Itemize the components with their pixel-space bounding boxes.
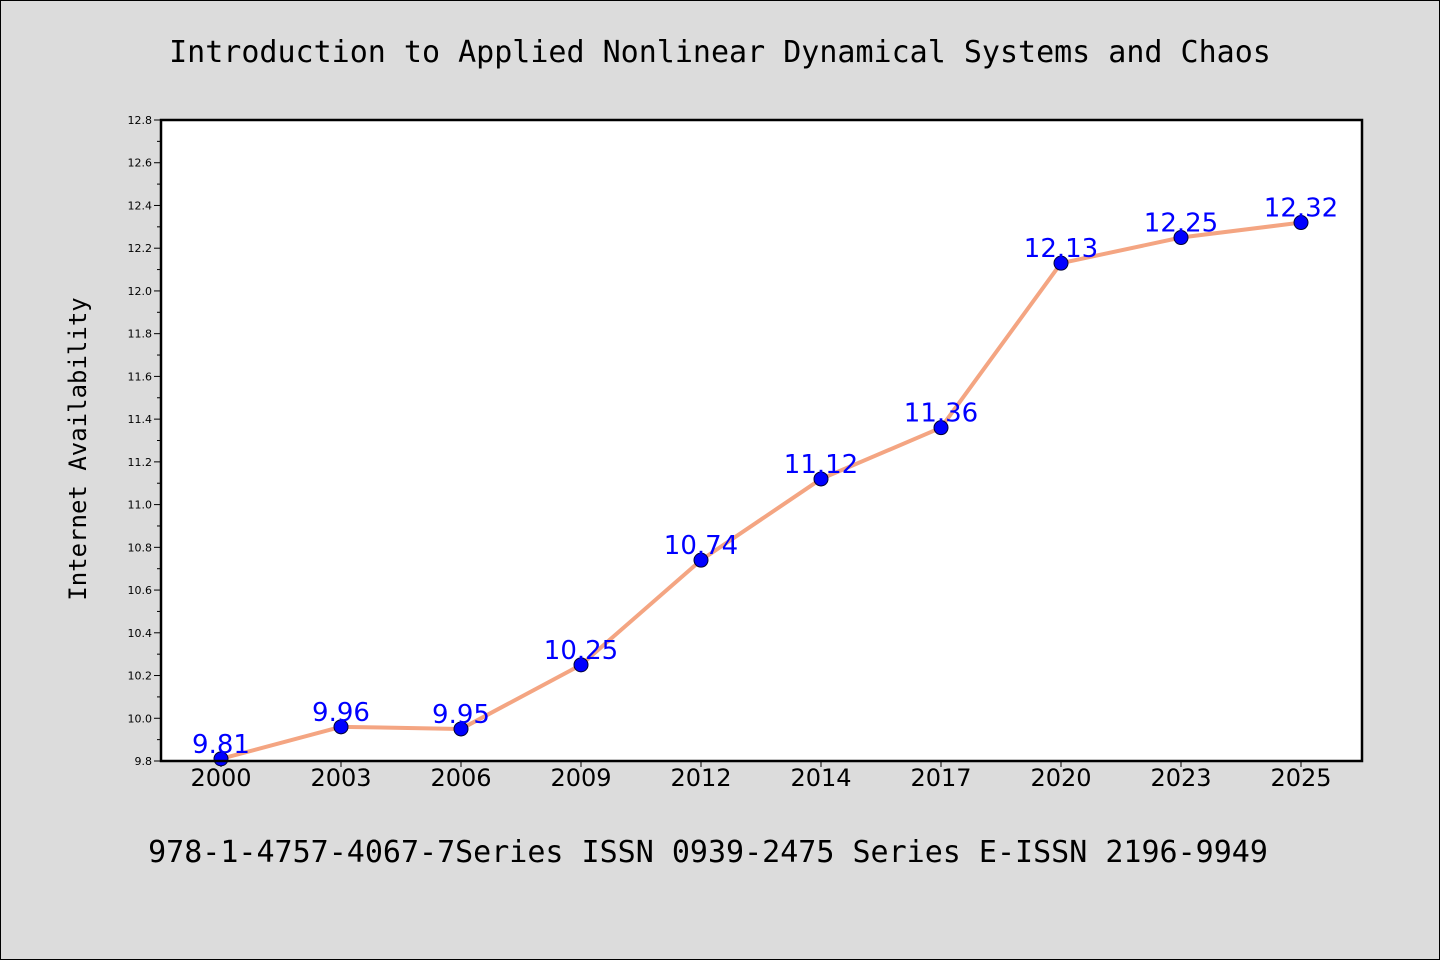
x-tick-label: 2000 bbox=[190, 764, 251, 792]
y-tick-label: 11.6 bbox=[128, 370, 153, 383]
data-point bbox=[1053, 255, 1069, 271]
data-label: 11.12 bbox=[784, 450, 858, 480]
y-axis-label: Internet Availability bbox=[64, 297, 92, 600]
data-label: 12.25 bbox=[1144, 209, 1218, 239]
x-tick-label: 2009 bbox=[550, 764, 611, 792]
y-tick-label: 12.6 bbox=[128, 157, 153, 170]
y-axis: 9.8 10.0 10.2 10.4 10.6 10.8 11.0 11.2 11.4 11.6 1… bbox=[128, 114, 161, 768]
y-tick-label: 10.2 bbox=[128, 670, 153, 683]
y-tick-label: 12.0 bbox=[128, 285, 153, 298]
data-label: 12.32 bbox=[1264, 194, 1338, 224]
data-point bbox=[813, 471, 829, 487]
y-tick-label: 12.8 bbox=[128, 114, 153, 127]
footer-isbn-text: 978-1-4757-4067-7Series ISSN 0939-2475 S… bbox=[148, 835, 1268, 870]
y-tick-label: 10.4 bbox=[128, 627, 153, 640]
x-tick-label: 2014 bbox=[790, 764, 851, 792]
data-point bbox=[1173, 230, 1189, 246]
x-tick-label: 2023 bbox=[1150, 764, 1211, 792]
y-tick-label: 11.2 bbox=[128, 456, 153, 469]
y-tick-label: 10.8 bbox=[128, 541, 153, 554]
data-label: 12.13 bbox=[1024, 234, 1098, 264]
data-label: 9.96 bbox=[312, 698, 370, 728]
plot-area bbox=[161, 120, 1362, 761]
data-point bbox=[1293, 215, 1309, 231]
x-tick-label: 2006 bbox=[430, 764, 491, 792]
data-point bbox=[933, 420, 949, 436]
y-tick-label: 11.0 bbox=[128, 499, 153, 512]
y-tick-label: 11.4 bbox=[128, 413, 153, 426]
series-line bbox=[220, 220, 1302, 761]
plot-frame bbox=[159, 118, 1364, 763]
y-tick-label: 10.0 bbox=[128, 712, 153, 725]
y-tick-label: 10.6 bbox=[128, 584, 153, 597]
x-tick-label: 2025 bbox=[1270, 764, 1331, 792]
data-label: 10.74 bbox=[664, 531, 738, 561]
data-point bbox=[693, 552, 709, 568]
data-label: 9.81 bbox=[192, 730, 250, 760]
y-tick-label: 11.8 bbox=[128, 328, 153, 341]
series-layer: 9.81 9.96 9.95 10.25 10.74 11.12 11.36 12.13 12.… bbox=[192, 194, 1338, 767]
data-point bbox=[213, 751, 229, 767]
x-tick-label: 2003 bbox=[310, 764, 371, 792]
data-point bbox=[573, 657, 589, 673]
x-tick-label: 2012 bbox=[670, 764, 731, 792]
x-tick-label: 2017 bbox=[910, 764, 971, 792]
y-tick-label: 12.4 bbox=[128, 199, 153, 212]
data-point bbox=[453, 721, 469, 737]
chart-title: Introduction to Applied Nonlinear Dynami… bbox=[169, 35, 1271, 70]
y-tick-label: 12.2 bbox=[128, 242, 153, 255]
data-label: 10.25 bbox=[544, 636, 618, 666]
data-point bbox=[333, 719, 349, 735]
x-tick-label: 2020 bbox=[1030, 764, 1091, 792]
data-label: 9.95 bbox=[432, 700, 490, 730]
y-tick-label: 9.8 bbox=[135, 755, 153, 768]
data-label: 11.36 bbox=[904, 399, 978, 429]
x-axis: 2000 2003 2006 2009 2012 2014 2017 2020 2023 2025 bbox=[190, 761, 1332, 792]
